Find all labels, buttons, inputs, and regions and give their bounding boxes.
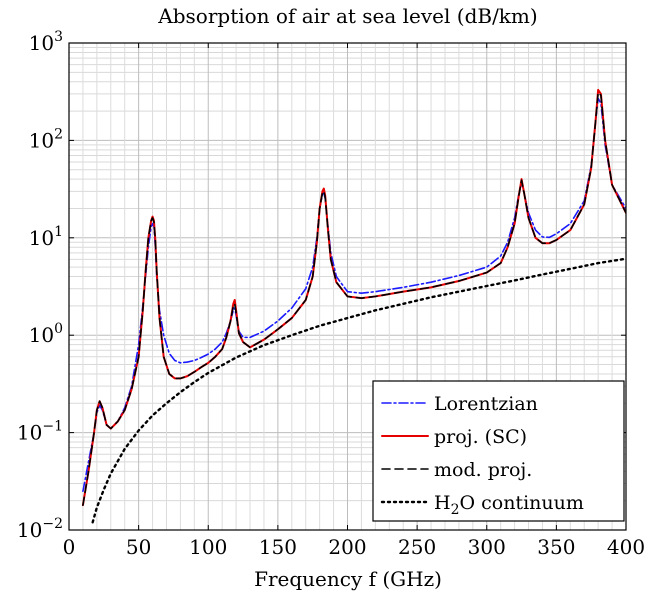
x-tick-label: 300 — [468, 535, 506, 559]
series-layer — [81, 88, 626, 524]
y-tick-label: 103 — [29, 29, 63, 55]
x-axis-label: Frequency f (GHz) — [254, 567, 442, 591]
series-line — [82, 91, 626, 506]
x-tick-label: 100 — [189, 535, 227, 559]
y-tick-label: 102 — [29, 126, 63, 152]
legend: Lorentzian proj. (SC) mod. proj. H2O contin… — [372, 380, 625, 522]
x-tick-label: 200 — [328, 535, 366, 559]
grid — [69, 43, 626, 530]
legend-box — [372, 380, 625, 522]
y-tick-labels: 10−2 10−1 100 101 102 103 — [17, 29, 626, 542]
x-tick-label: 400 — [607, 535, 645, 559]
x-tick-label: 350 — [537, 535, 575, 559]
y-tick-label: 100 — [29, 321, 63, 347]
chart-title: Absorption of air at sea level (dB/km) — [157, 4, 537, 28]
legend-entry: Lorentzian — [434, 393, 538, 415]
x-tick-label: 50 — [126, 535, 151, 559]
x-tick-label: 250 — [398, 535, 436, 559]
y-tick-label: 10−1 — [17, 419, 63, 445]
y-tick-label: 101 — [29, 224, 63, 250]
x-tick-label: 150 — [259, 535, 297, 559]
legend-entry: mod. proj. — [434, 459, 532, 481]
legend-entry: H2O continuum — [434, 492, 584, 518]
x-tick-labels: 0 50 100 150 200 250 300 350 400 — [63, 43, 645, 559]
series-line — [91, 257, 626, 524]
legend-entry: proj. (SC) — [434, 426, 527, 448]
y-tick-label: 10−2 — [17, 516, 63, 542]
x-tick-label: 0 — [63, 535, 76, 559]
